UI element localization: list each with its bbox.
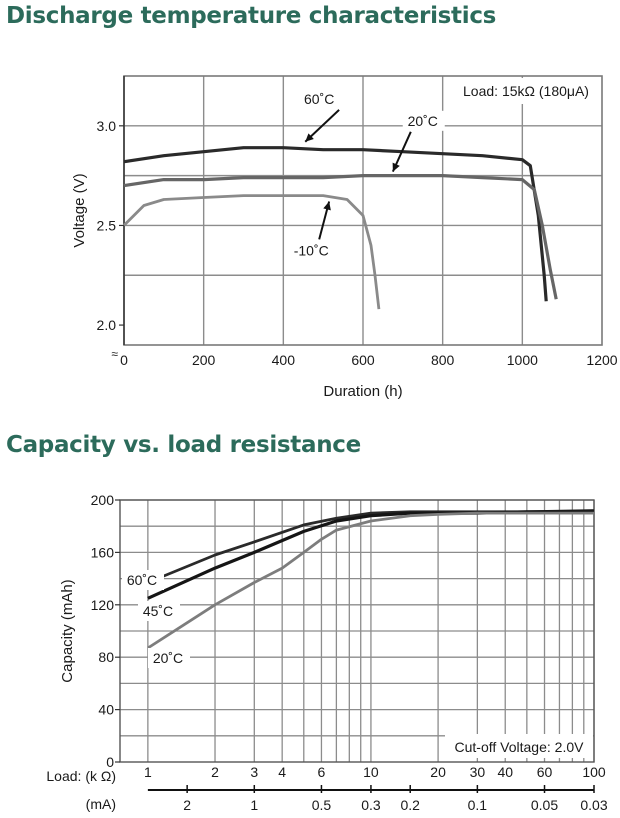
series-label-2: 20˚C [408,113,438,129]
x-tick-label-kohm: 3 [250,764,258,780]
y-axis-label: Capacity (mAh) [59,579,76,682]
x-tick-label: 1000 [507,352,538,368]
x-tick-label-ma: 0.03 [580,797,607,813]
series-label-bg [291,240,334,261]
x-tick-label-kohm: 20 [430,764,446,780]
load-kohm-label: Load: (k Ω) [46,768,116,784]
series-label-2: 45˚C [143,603,173,619]
x-tick-label-ma: 0.5 [312,797,332,813]
y-tick-label: 2.5 [97,217,117,233]
y-tick-label: 200 [91,492,115,508]
label-arrow-head [392,162,400,172]
x-tick-label-ma: 2 [183,797,191,813]
x-tick-label-kohm: 10 [363,764,379,780]
x-tick-label-ma: 0.3 [361,797,381,813]
cutoff-annotation: Cut-off Voltage: 2.0V [455,739,585,755]
series-label-3: 20˚C [153,650,183,666]
x-tick-label: 1200 [586,352,617,368]
series-label-bg [299,88,342,109]
x-tick-label-kohm: 100 [582,764,606,780]
annotation-bg [445,734,593,758]
x-tick-label-ma: 0.2 [400,797,420,813]
y-axis-label: Voltage (V) [71,173,88,247]
x-tick-label-kohm: 2 [211,764,219,780]
y-tick-label: 40 [98,702,114,718]
x-tick-label-kohm: 6 [318,764,326,780]
x-tick-label-kohm: 30 [470,764,486,780]
x-tick-label-ma: 0.1 [468,797,488,813]
plot-frame [119,499,595,763]
x-tick-label: 600 [351,352,375,368]
series-label-1: 60˚C [304,91,334,107]
series-label-bg [148,648,190,668]
label-arrow-head [323,201,331,211]
x-tick-label: 800 [431,352,455,368]
x-axis-label: Duration (h) [323,383,402,400]
capacity-chart-title: Capacity vs. load resistance [6,432,361,458]
axis-break-symbol: ≈ [111,347,118,361]
x-tick-label-kohm: 40 [497,764,513,780]
x-tick-label-ma: 1 [250,797,258,813]
series-line-3 [147,511,594,650]
y-tick-label: 0 [106,754,114,770]
discharge-temperature-chart: 2.0 2.5 3.0 0 200 400 600 800 1000 1200 ≈ Duration … [71,75,618,400]
x-tick-label: 0 [120,352,128,368]
series-label-1: 60˚C [127,572,157,588]
discharge-chart-title: Discharge temperature characteristics [6,3,497,29]
series-label-bg [122,570,164,590]
series-line-2 [123,174,558,300]
x-tick-label-ma: 0.05 [531,797,558,813]
x-tick-label-kohm: 1 [144,764,152,780]
y-tick-label: 160 [91,544,115,560]
series-label-bg [138,601,180,621]
x-tick-label: 200 [192,352,216,368]
series-label-3: -10˚C [294,242,329,258]
label-arrow-head [305,133,314,142]
x-tick-label: 400 [272,352,296,368]
x-tick-label-kohm: 60 [537,764,553,780]
y-tick-label: 80 [98,649,114,665]
series-label-bg [402,110,445,131]
y-tick-label: 3.0 [97,118,117,134]
load-ma-label: (mA) [86,796,116,812]
y-tick-label: 2.0 [97,317,117,333]
series-line-3 [123,194,381,310]
x-tick-label-kohm: 4 [278,764,286,780]
annotation-bg [452,78,600,104]
load-annotation: Load: 15kΩ (180μA) [463,83,589,99]
y-tick-label: 120 [91,597,115,613]
